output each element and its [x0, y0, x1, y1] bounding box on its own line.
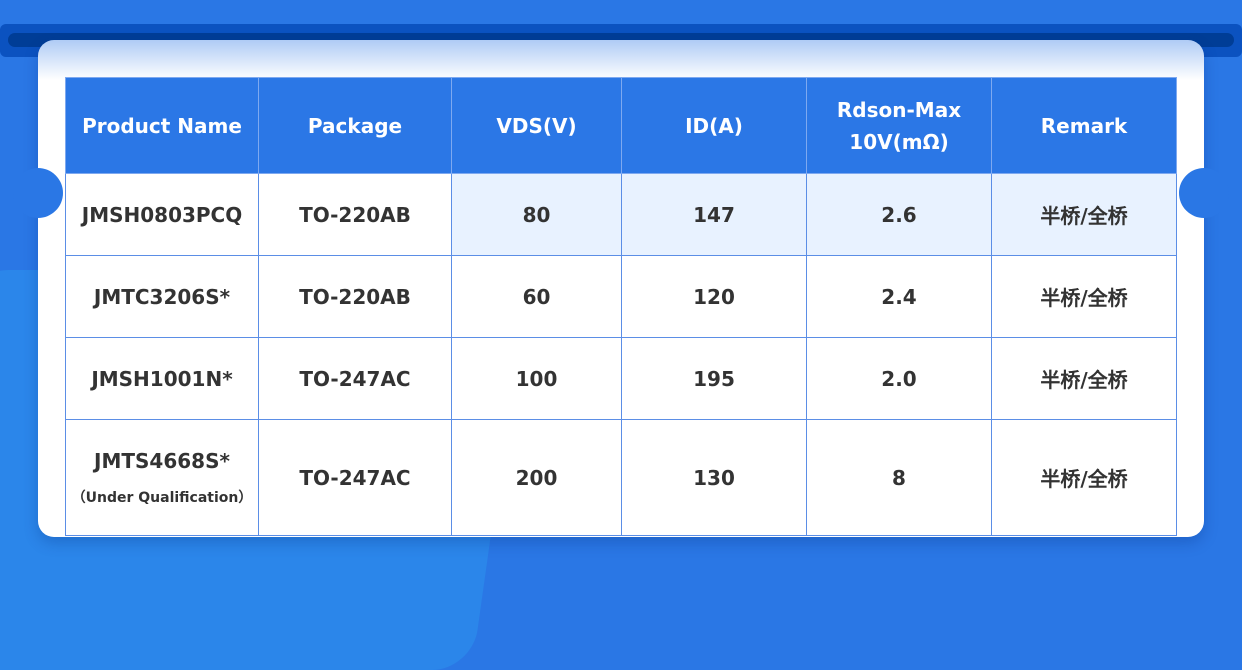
cell-vds: 200: [451, 419, 622, 536]
cell-vds: 60: [451, 255, 622, 338]
cell-rdson: 8: [806, 419, 992, 536]
cell-remark: 半桥/全桥: [991, 337, 1177, 420]
header-rdson: Rdson-Max 10V(mΩ): [806, 77, 992, 174]
cell-id: 195: [621, 337, 807, 420]
cell-rdson: 2.6: [806, 173, 992, 256]
cell-rdson: 2.0: [806, 337, 992, 420]
product-note: （Under Qualification）: [71, 489, 253, 506]
header-rdson-line2: 10V(mΩ): [849, 129, 949, 154]
cell-vds: 100: [451, 337, 622, 420]
product-name: JMTS4668S*: [94, 448, 230, 473]
cell-id: 120: [621, 255, 807, 338]
cell-product: JMTS4668S* （Under Qualification）: [65, 419, 259, 536]
header-row: Product Name Package VDS(V) ID(A) Rdson-…: [65, 77, 1177, 174]
cell-package: TO-247AC: [258, 337, 452, 420]
cell-package: TO-220AB: [258, 255, 452, 338]
cell-remark: 半桥/全桥: [991, 173, 1177, 256]
header-product-name: Product Name: [65, 77, 259, 174]
cell-vds: 80: [451, 173, 622, 256]
table-row: JMTS4668S* （Under Qualification） TO-247AC…: [65, 419, 1177, 536]
left-notch: [13, 168, 63, 218]
cell-product: JMSH0803PCQ: [65, 173, 259, 256]
header-package: Package: [258, 77, 452, 174]
cell-package: TO-247AC: [258, 419, 452, 536]
cell-id: 147: [621, 173, 807, 256]
cell-id: 130: [621, 419, 807, 536]
cell-remark: 半桥/全桥: [991, 419, 1177, 536]
header-id: ID(A): [621, 77, 807, 174]
table-row: JMSH0803PCQ TO-220AB 80 147 2.6 半桥/全桥: [65, 173, 1177, 256]
cell-product: JMSH1001N*: [65, 337, 259, 420]
cell-product: JMTC3206S*: [65, 255, 259, 338]
header-rdson-line1: Rdson-Max: [836, 97, 962, 122]
table-row: JMTC3206S* TO-220AB 60 120 2.4 半桥/全桥: [65, 255, 1177, 338]
product-table: Product Name Package VDS(V) ID(A) Rdson-…: [65, 77, 1177, 536]
right-notch: [1179, 168, 1229, 218]
cell-remark: 半桥/全桥: [991, 255, 1177, 338]
header-vds: VDS(V): [451, 77, 622, 174]
table-row: JMSH1001N* TO-247AC 100 195 2.0 半桥/全桥: [65, 337, 1177, 420]
header-remark: Remark: [991, 77, 1177, 174]
cell-rdson: 2.4: [806, 255, 992, 338]
cell-package: TO-220AB: [258, 173, 452, 256]
